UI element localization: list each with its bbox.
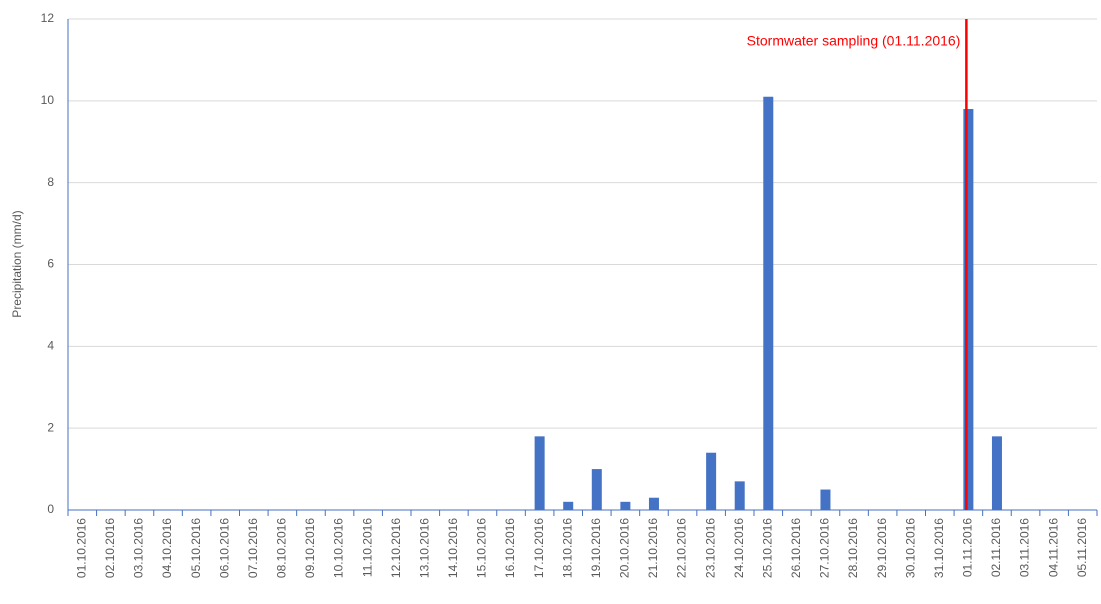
y-tick-label: 10 — [41, 93, 55, 107]
annotation-text: Stormwater sampling (01.11.2016) — [747, 33, 961, 49]
x-tick-label: 11.10.2016 — [360, 518, 374, 577]
x-tick-label: 05.11.2016 — [1075, 518, 1089, 577]
x-tick-label: 29.10.2016 — [875, 518, 889, 578]
x-tick-label: 16.10.2016 — [503, 518, 517, 578]
x-tick-label: 12.10.2016 — [389, 518, 403, 578]
x-tick-label: 23.10.2016 — [703, 518, 717, 578]
bar — [534, 436, 545, 510]
x-tick-label: 09.10.2016 — [303, 518, 317, 578]
x-tick-label: 17.10.2016 — [532, 518, 546, 578]
y-tick-label: 2 — [47, 420, 54, 434]
x-tick-label: 18.10.2016 — [560, 518, 574, 578]
x-tick-label: 14.10.2016 — [446, 518, 460, 578]
x-tick-label: 15.10.2016 — [475, 518, 489, 578]
x-tick-label: 27.10.2016 — [818, 518, 832, 578]
x-tick-label: 03.11.2016 — [1018, 518, 1032, 577]
x-tick-label: 08.10.2016 — [275, 518, 289, 578]
x-tick-label: 20.10.2016 — [618, 518, 632, 578]
y-tick-label: 6 — [47, 257, 54, 271]
x-tick-label: 25.10.2016 — [760, 518, 774, 578]
x-tick-label: 22.10.2016 — [675, 518, 689, 578]
bar — [591, 469, 602, 510]
x-tick-label: 21.10.2016 — [646, 518, 660, 578]
x-tick-label: 26.10.2016 — [789, 518, 803, 578]
x-tick-label: 04.11.2016 — [1046, 518, 1060, 577]
x-tick-label: 31.10.2016 — [932, 518, 946, 578]
bar — [820, 489, 831, 510]
y-axis-label: Precipitation (mm/d) — [10, 210, 24, 317]
x-tick-label: 19.10.2016 — [589, 518, 603, 578]
x-tick-label: 24.10.2016 — [732, 518, 746, 578]
x-tick-label: 02.11.2016 — [989, 518, 1003, 577]
y-tick-label: 0 — [47, 502, 54, 516]
bar — [563, 501, 574, 510]
y-tick-label: 8 — [47, 175, 54, 189]
x-tick-label: 05.10.2016 — [189, 518, 203, 578]
bar — [763, 96, 774, 510]
x-tick-label: 04.10.2016 — [160, 518, 174, 578]
x-tick-label: 07.10.2016 — [246, 518, 260, 578]
x-tick-label: 13.10.2016 — [417, 518, 431, 578]
y-tick-label: 4 — [47, 339, 54, 353]
x-tick-label: 06.10.2016 — [217, 518, 231, 578]
x-tick-label: 10.10.2016 — [332, 518, 346, 578]
bar — [963, 109, 974, 511]
bar — [620, 501, 631, 510]
bar — [648, 497, 659, 510]
bar — [706, 452, 717, 510]
bar — [734, 481, 745, 510]
y-tick-label: 12 — [41, 11, 55, 25]
x-tick-label: 02.10.2016 — [103, 518, 117, 578]
x-tick-label: 30.10.2016 — [903, 518, 917, 578]
x-tick-label: 01.11.2016 — [961, 518, 975, 577]
bar — [991, 436, 1002, 510]
x-tick-label: 01.10.2016 — [74, 518, 88, 578]
x-tick-label: 03.10.2016 — [132, 518, 146, 578]
x-tick-label: 28.10.2016 — [846, 518, 860, 578]
